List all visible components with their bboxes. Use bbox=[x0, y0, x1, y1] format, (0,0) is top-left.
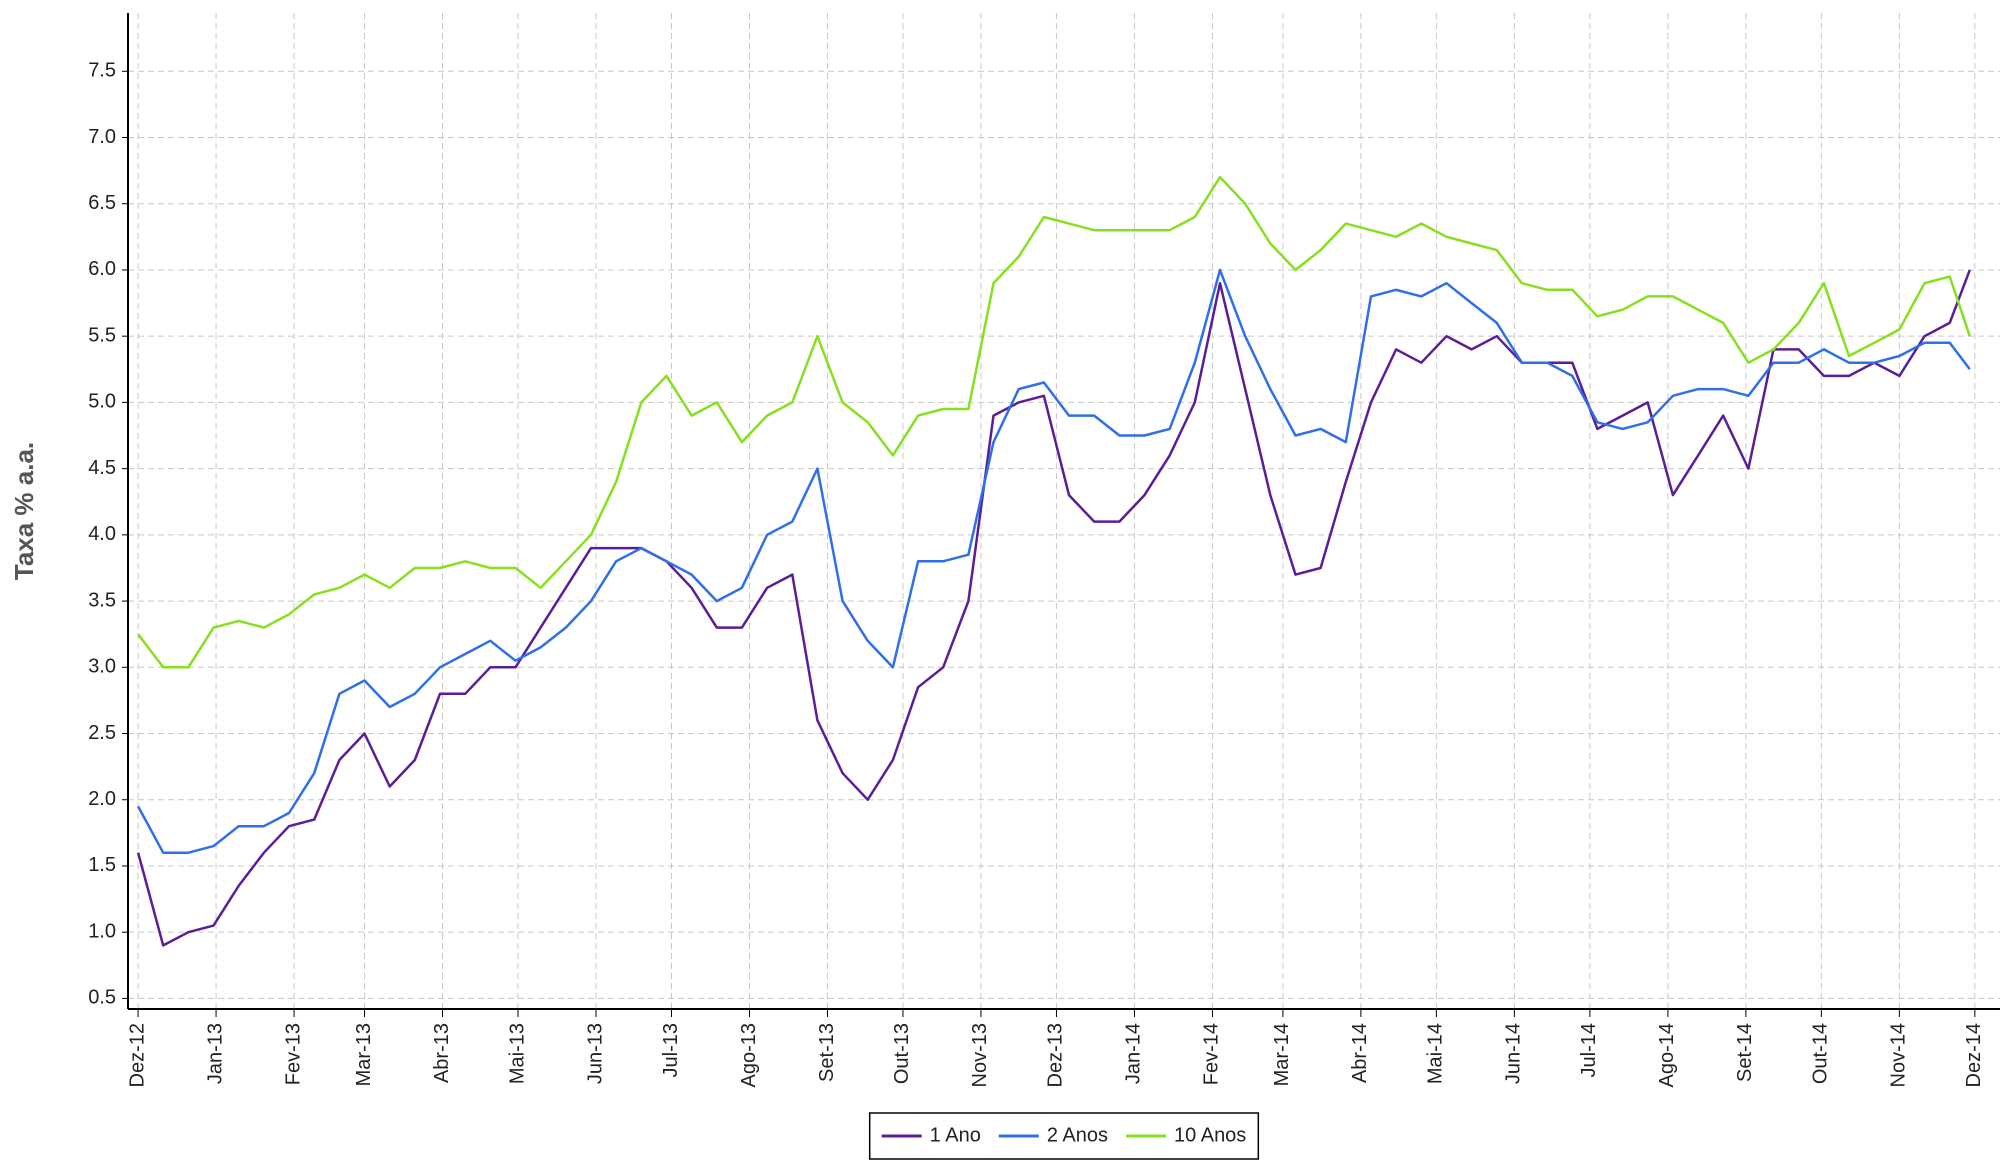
y-tick-label: 1.5 bbox=[88, 854, 116, 876]
y-tick-label: 6.0 bbox=[88, 258, 116, 280]
y-tick-label: 4.0 bbox=[88, 523, 116, 545]
x-tick-label: Jul-14 bbox=[1578, 1023, 1600, 1077]
x-tick-label: Mai-14 bbox=[1425, 1023, 1447, 1084]
x-tick-label: Out-13 bbox=[891, 1023, 913, 1084]
x-tick-label: Nov-13 bbox=[969, 1023, 991, 1087]
x-tick-label: Abr-14 bbox=[1349, 1023, 1371, 1083]
y-axis-label: Taxa % a.a. bbox=[9, 442, 39, 580]
x-tick-label: Mai-13 bbox=[506, 1023, 528, 1084]
x-tick-label: Mar-13 bbox=[353, 1023, 375, 1086]
y-tick-label: 5.0 bbox=[88, 391, 116, 413]
x-tick-label: Jul-13 bbox=[660, 1023, 682, 1077]
y-tick-label: 3.0 bbox=[88, 656, 116, 678]
legend-label: 10 Anos bbox=[1174, 1124, 1246, 1146]
series-line bbox=[137, 268, 1971, 854]
series-line bbox=[137, 175, 1971, 669]
legend-box bbox=[868, 1112, 1260, 1160]
y-tick-label: 0.5 bbox=[88, 987, 116, 1009]
x-tick-label: Jan-14 bbox=[1123, 1023, 1145, 1084]
x-tick-label: Nov-14 bbox=[1888, 1023, 1910, 1087]
y-tick-label: 7.5 bbox=[88, 60, 116, 82]
y-tick-label: 3.5 bbox=[88, 589, 116, 611]
x-tick-label: Out-14 bbox=[1810, 1023, 1832, 1084]
legend-label: 2 Anos bbox=[1047, 1124, 1108, 1146]
x-tick-label: Fev-13 bbox=[282, 1023, 304, 1085]
x-tick-label: Jan-13 bbox=[204, 1023, 226, 1084]
x-tick-label: Dez-14 bbox=[1963, 1023, 1985, 1087]
y-tick-label: 5.5 bbox=[88, 324, 116, 346]
x-tick-label: Abr-13 bbox=[431, 1023, 453, 1083]
x-tick-label: Mar-14 bbox=[1271, 1023, 1293, 1086]
x-tick-label: Jun-14 bbox=[1503, 1023, 1525, 1084]
x-tick-label: Fev-14 bbox=[1201, 1023, 1223, 1085]
y-tick-label: 2.0 bbox=[88, 788, 116, 810]
x-tick-label: Jun-13 bbox=[584, 1023, 606, 1084]
legend: 1 Ano 2 Anos 10 Anos bbox=[868, 1112, 1260, 1160]
y-tick-label: 4.5 bbox=[88, 457, 116, 479]
x-tick-label: Set-13 bbox=[816, 1023, 838, 1082]
y-tick-label: 6.5 bbox=[88, 192, 116, 214]
x-tick-label: Ago-14 bbox=[1656, 1023, 1678, 1088]
x-tick-label: Set-14 bbox=[1734, 1023, 1756, 1082]
x-tick-label: Dez-12 bbox=[126, 1023, 148, 1087]
series-line bbox=[136, 269, 1971, 947]
y-tick-label: 1.0 bbox=[88, 920, 116, 942]
legend-label: 1 Ano bbox=[930, 1124, 981, 1146]
x-tick-label: Ago-13 bbox=[738, 1023, 760, 1088]
x-tick-label: Dez-13 bbox=[1045, 1023, 1067, 1087]
y-tick-label: 2.5 bbox=[88, 722, 116, 744]
y-tick-label: 7.0 bbox=[88, 126, 116, 148]
